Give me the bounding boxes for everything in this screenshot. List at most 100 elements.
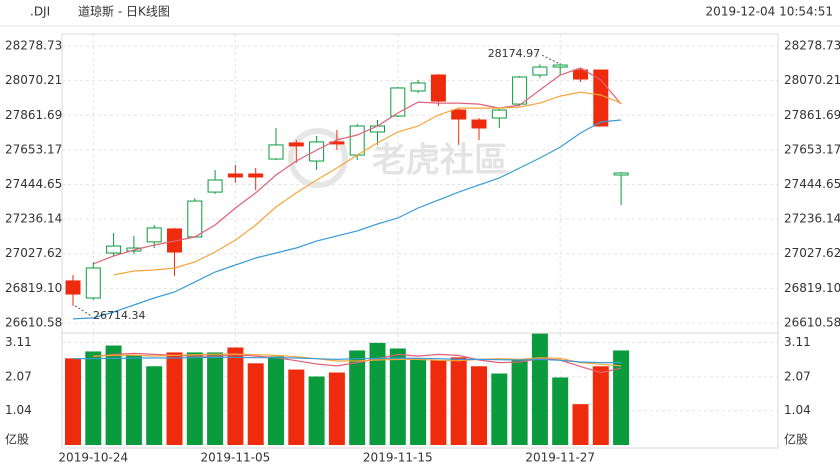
- y-tick-label: 27861.69: [784, 108, 840, 122]
- y-tick-label: 28070.21: [5, 73, 62, 87]
- volume-bar: [247, 363, 264, 445]
- candle-body: [512, 76, 528, 105]
- candle-body: [227, 173, 243, 178]
- volume-bar: [105, 345, 122, 445]
- min-annotation: 26714.34: [93, 309, 146, 322]
- candle-body: [167, 228, 182, 253]
- candle-body: [187, 200, 203, 238]
- y-tick-label: 28278.73: [5, 39, 62, 53]
- volume-unit: 亿股: [784, 432, 808, 447]
- candle-body: [532, 66, 548, 76]
- x-tick-label: 2019-10-24: [58, 451, 128, 465]
- candle-body: [573, 69, 588, 80]
- volume-bar: [288, 369, 305, 445]
- chart-title: 道琼斯 - 日K线图: [78, 4, 170, 19]
- watermark: 老虎社區: [288, 128, 508, 188]
- symbol: .DJI: [30, 5, 50, 19]
- volume-bar: [592, 366, 609, 445]
- volume-bar: [349, 350, 366, 445]
- candle-body: [370, 125, 385, 133]
- volume-bar: [491, 373, 508, 445]
- y-tick-label: 26610.58: [5, 316, 62, 330]
- y-tick-label: 27027.62: [5, 246, 62, 260]
- volume-panel: [61, 332, 779, 449]
- candle-body: [390, 87, 406, 117]
- volume-bar: [389, 348, 406, 445]
- candle-body: [309, 141, 325, 162]
- volume-bar: [227, 347, 244, 445]
- y-tick-label: 27653.17: [5, 142, 62, 156]
- volume-bar: [125, 355, 142, 445]
- candle-body: [552, 64, 568, 68]
- y-tick-label: 27236.14: [784, 212, 840, 226]
- volume-bar: [308, 376, 325, 445]
- volume-bar: [410, 358, 427, 445]
- candle-body: [593, 69, 609, 127]
- candle-body: [207, 179, 223, 193]
- candle-body: [65, 280, 81, 295]
- max-annotation: 28174.97: [488, 47, 541, 60]
- candle-body: [268, 144, 284, 160]
- volume-bar: [511, 360, 528, 445]
- volume-bar: [268, 356, 284, 445]
- y-tick-label: 1.04: [5, 403, 32, 417]
- candle-body: [106, 245, 122, 254]
- y-tick-label: 28278.73: [784, 39, 840, 53]
- volume-ma-line: [93, 353, 622, 367]
- volume-bar: [85, 351, 102, 445]
- candle-body: [613, 172, 629, 176]
- volume-unit: 亿股: [5, 432, 29, 447]
- ma-line: [113, 91, 622, 276]
- volume-bar: [471, 366, 487, 445]
- volume-bar: [146, 366, 163, 445]
- y-tick-label: 26819.10: [784, 281, 840, 295]
- watermark-text: 老虎社區: [372, 141, 508, 181]
- annotation-leader: [541, 54, 559, 64]
- volume-bar: [186, 352, 203, 445]
- y-tick-label: 26819.10: [5, 281, 62, 295]
- y-tick-label: 1.04: [784, 403, 811, 417]
- ma-line: [93, 67, 622, 265]
- volume-bar: [65, 358, 81, 445]
- y-tick-label: 27236.14: [5, 212, 62, 226]
- candle-body: [85, 267, 101, 299]
- candle-body: [471, 119, 487, 129]
- volume-bar: [328, 372, 345, 445]
- y-tick-label: 27861.69: [5, 108, 62, 122]
- y-tick-label: 3.11: [784, 335, 811, 349]
- volume-bar: [613, 350, 630, 445]
- watermark-logo: [288, 128, 348, 188]
- volume-ma-line: [73, 356, 622, 364]
- volume-bar: [531, 333, 548, 445]
- volume-bar: [572, 404, 589, 445]
- candle-body: [430, 74, 446, 102]
- candle-body: [248, 173, 264, 178]
- x-tick-label: 2019-11-27: [525, 451, 595, 465]
- candle-body: [491, 109, 507, 119]
- y-tick-label: 2.07: [5, 369, 32, 383]
- y-tick-label: 27027.62: [784, 246, 840, 260]
- volume-bar: [166, 352, 183, 445]
- ma-line: [72, 119, 622, 320]
- volume-bar: [430, 360, 447, 445]
- y-tick-label: 27444.65: [784, 177, 840, 191]
- x-tick-label: 2019-11-05: [201, 451, 271, 465]
- y-tick-label: 27653.17: [784, 142, 840, 156]
- y-tick-label: 28070.21: [784, 73, 840, 87]
- y-tick-label: 2.07: [784, 369, 811, 383]
- timestamp: 2019-12-04 10:54:51: [706, 5, 833, 19]
- volume-bar: [450, 357, 467, 445]
- volume-bar: [207, 352, 224, 445]
- y-tick-label: 27444.65: [5, 177, 62, 191]
- candle-body: [349, 125, 365, 156]
- candle-body: [288, 142, 304, 147]
- y-tick-label: 3.11: [5, 335, 32, 349]
- y-tick-label: 26610.58: [784, 316, 840, 330]
- candle-body: [451, 109, 467, 120]
- volume-bar: [552, 377, 569, 445]
- candle-body: [410, 82, 426, 92]
- annotation-leader: [74, 305, 92, 317]
- x-tick-label: 2019-11-15: [363, 451, 433, 465]
